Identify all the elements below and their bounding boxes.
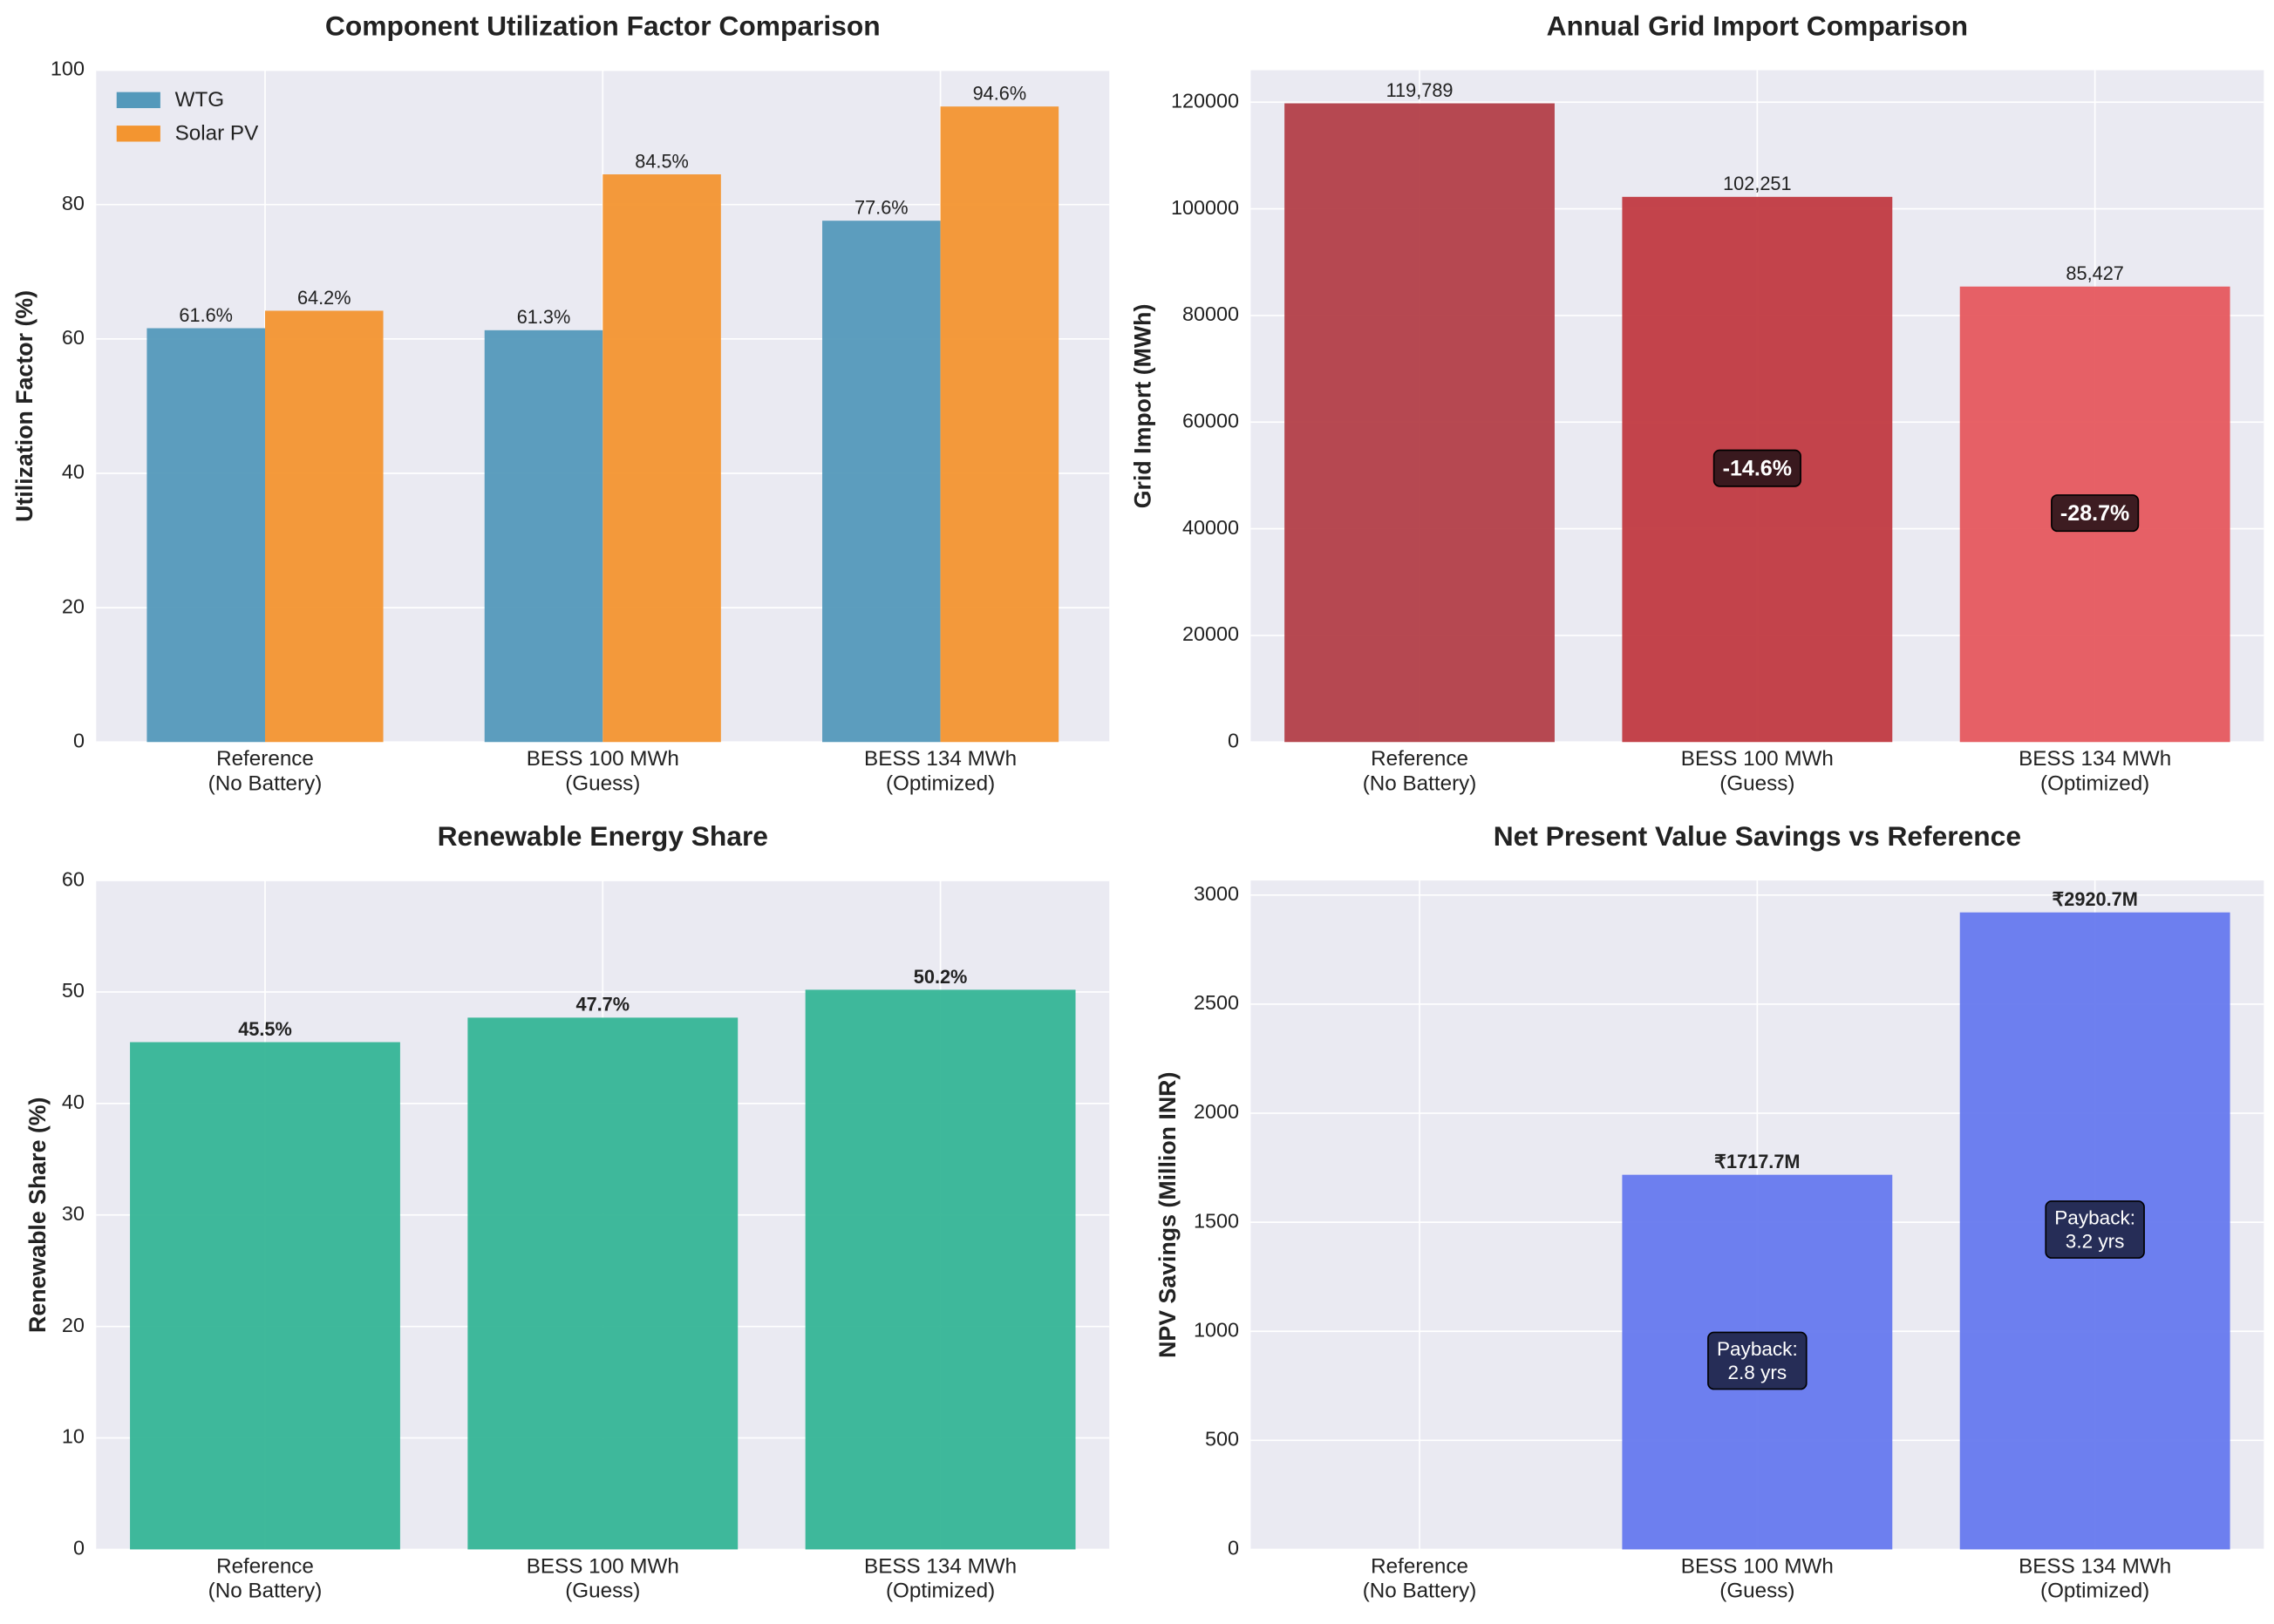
y-tick-label: 120000 <box>1171 89 1239 112</box>
x-tick-label: Reference (No Battery) <box>1363 748 1477 796</box>
y-tick-label: 60000 <box>1182 409 1239 431</box>
legend-swatch <box>116 92 160 109</box>
bar <box>940 106 1059 743</box>
bar <box>603 174 721 743</box>
y-tick-label: 40 <box>62 460 85 483</box>
bar <box>484 330 603 743</box>
annotation: Payback: 3.2 yrs <box>2054 1207 2135 1253</box>
value-label: 84.5% <box>635 150 689 172</box>
annotation: -28.7% <box>2060 501 2129 526</box>
y-tick-label: 100000 <box>1171 196 1239 219</box>
y-tick-label: 30 <box>62 1202 85 1225</box>
y-tick-label: 100 <box>51 58 85 80</box>
chart-title: Renewable Energy Share <box>438 820 768 852</box>
value-label: 94.6% <box>973 83 1027 105</box>
y-tick-label: 1000 <box>1194 1318 1239 1341</box>
y-tick-label: 80000 <box>1182 302 1239 325</box>
x-tick-label: Reference (No Battery) <box>208 1555 323 1603</box>
x-tick-label: BESS 100 MWh (Guess) <box>1681 1555 1834 1603</box>
y-tick-label: 0 <box>73 1537 85 1559</box>
value-label: 64.2% <box>297 287 351 309</box>
y-tick-label: 0 <box>73 729 85 751</box>
y-axis-label: Renewable Share (%) <box>24 1097 51 1333</box>
value-label: 77.6% <box>854 197 909 219</box>
chart-title: Component Utilization Factor Comparison <box>325 10 881 41</box>
value-label: ₹1717.7M <box>1714 1151 1800 1172</box>
y-tick-label: 40 <box>62 1091 85 1113</box>
bar <box>467 1017 739 1550</box>
x-tick-label: BESS 100 MWh (Guess) <box>527 748 679 796</box>
x-tick-label: BESS 100 MWh (Guess) <box>527 1555 679 1603</box>
bar <box>1284 103 1555 743</box>
value-label: 102,251 <box>1723 173 1792 194</box>
value-label: 47.7% <box>575 994 630 1016</box>
y-tick-label: 40000 <box>1182 516 1239 539</box>
annotation-box <box>2045 1200 2145 1259</box>
y-tick-label: 3000 <box>1194 882 1239 905</box>
y-tick-label: 0 <box>1228 729 1239 751</box>
x-tick-label: BESS 134 MWh (Optimized) <box>2019 748 2171 796</box>
y-tick-label: 50 <box>62 979 85 1002</box>
x-tick-label: Reference (No Battery) <box>208 748 323 796</box>
value-label: 61.3% <box>517 306 571 328</box>
y-tick-label: 1500 <box>1194 1209 1239 1232</box>
value-label: 119,789 <box>1386 79 1454 101</box>
annotation: -14.6% <box>1723 456 1792 480</box>
annotation: Payback: 2.8 yrs <box>1717 1338 1798 1383</box>
y-tick-label: 20 <box>62 595 85 617</box>
value-label: ₹2920.7M <box>2052 888 2137 910</box>
y-tick-label: 2500 <box>1194 991 1239 1014</box>
x-tick-label: BESS 100 MWh (Guess) <box>1681 748 1834 796</box>
y-tick-label: 10 <box>62 1425 85 1448</box>
value-label: 50.2% <box>914 966 968 988</box>
y-tick-label: 60 <box>62 326 85 349</box>
y-tick-label: 60 <box>62 867 85 890</box>
y-tick-label: 80 <box>62 192 85 214</box>
value-label: 61.6% <box>179 304 233 326</box>
y-tick-label: 20000 <box>1182 622 1239 645</box>
x-tick-label: Reference (No Battery) <box>1363 1555 1477 1603</box>
annotation-box <box>1707 1331 1808 1390</box>
y-axis-label: Utilization Factor (%) <box>11 290 37 522</box>
legend-label: Solar PV <box>175 122 259 146</box>
bar <box>130 1042 400 1550</box>
value-label: 85,427 <box>2066 262 2123 284</box>
chart-title: Annual Grid Import Comparison <box>1547 10 1968 41</box>
y-tick-label: 0 <box>1228 1537 1239 1559</box>
bar <box>264 310 384 743</box>
chart-title: Net Present Value Savings vs Reference <box>1494 820 2021 852</box>
y-tick-label: 20 <box>62 1314 85 1336</box>
y-tick-label: 2000 <box>1194 1100 1239 1123</box>
x-tick-label: BESS 134 MWh (Optimized) <box>864 748 1017 796</box>
legend-label: WTG <box>175 88 225 112</box>
legend-swatch <box>116 126 160 142</box>
y-axis-label: NPV Savings (Million INR) <box>1154 1072 1181 1358</box>
bar <box>146 328 265 743</box>
bar <box>805 989 1076 1550</box>
annotation-box <box>2051 494 2140 533</box>
annotation-box <box>1712 449 1801 487</box>
value-label: 45.5% <box>238 1018 292 1040</box>
y-axis-label: Grid Import (MWh) <box>1129 304 1155 509</box>
x-tick-label: BESS 134 MWh (Optimized) <box>2019 1555 2171 1603</box>
x-tick-label: BESS 134 MWh (Optimized) <box>864 1555 1017 1603</box>
bar <box>822 221 941 743</box>
y-tick-label: 500 <box>1205 1428 1239 1451</box>
